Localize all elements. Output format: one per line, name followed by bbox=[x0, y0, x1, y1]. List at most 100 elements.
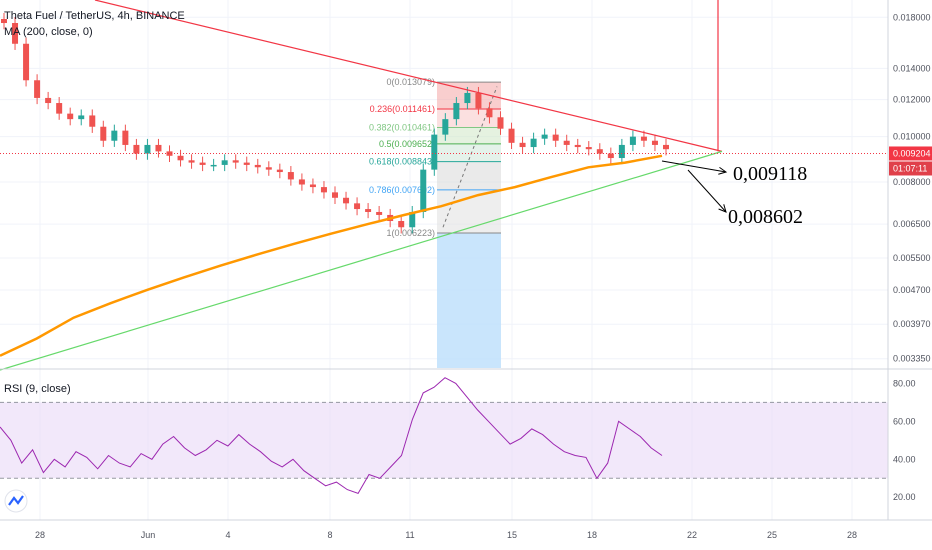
price-tick-label: 0.010000 bbox=[893, 132, 931, 142]
annotation-price-2: 0,008602 bbox=[728, 206, 803, 228]
candle-body bbox=[574, 144, 581, 148]
candle-body bbox=[618, 144, 625, 159]
time-tick-label: 28 bbox=[847, 530, 857, 540]
price-tick-label: 0.003970 bbox=[893, 319, 931, 329]
candle-body bbox=[144, 144, 151, 154]
price-tick-label: 0.003350 bbox=[893, 354, 931, 364]
rsi-tick-label: 20.00 bbox=[893, 492, 916, 502]
candle-body bbox=[431, 134, 438, 170]
candle-body bbox=[177, 155, 184, 161]
candle-body bbox=[343, 197, 350, 204]
candle-body bbox=[651, 140, 658, 145]
current-price-value: 0.009204 bbox=[893, 148, 931, 158]
candle-body bbox=[541, 134, 548, 139]
candle-body bbox=[34, 80, 41, 98]
candle-body bbox=[519, 142, 526, 148]
candle-body bbox=[67, 113, 74, 120]
fib-level-label: 0.382(0.010461) bbox=[369, 122, 435, 132]
time-tick-label: 8 bbox=[327, 530, 332, 540]
candle-body bbox=[166, 151, 173, 156]
support-trendline bbox=[0, 150, 723, 371]
candle-body bbox=[210, 164, 217, 167]
time-tick-label: 28 bbox=[35, 530, 45, 540]
candle-body bbox=[100, 126, 107, 141]
candle-body bbox=[188, 160, 195, 163]
resistance-trendline bbox=[94, 0, 723, 152]
price-tick-label: 0.018000 bbox=[893, 12, 931, 22]
rsi-band bbox=[0, 402, 888, 479]
annotation-price-1: 0,009118 bbox=[733, 163, 807, 185]
annotation-arrow-2 bbox=[687, 169, 727, 213]
time-tick-label: 11 bbox=[405, 530, 414, 540]
fib-zone bbox=[437, 127, 501, 144]
annotations: 0,009118 0,008602 0.009204 01:07:11 bbox=[4, 146, 932, 513]
candle-body bbox=[596, 149, 603, 154]
candle-body bbox=[420, 169, 427, 212]
rsi-tick-label: 40.00 bbox=[893, 454, 916, 464]
candle-body bbox=[23, 43, 30, 81]
candle-body bbox=[663, 144, 669, 150]
candle-body bbox=[276, 169, 283, 173]
price-range-zone bbox=[437, 232, 501, 368]
candle-body bbox=[155, 144, 162, 152]
price-tick-label: 0.014000 bbox=[893, 63, 931, 73]
current-price-tag bbox=[889, 146, 932, 161]
time-tick-label: Jun bbox=[141, 530, 156, 540]
candle-body bbox=[376, 211, 383, 215]
candle-body bbox=[552, 134, 559, 141]
rsi-pane: 80.00 60.00 40.00 20.00 bbox=[0, 377, 916, 502]
candle-body bbox=[640, 136, 647, 141]
fibonacci-retracement[interactable]: 0(0.013079) 0.236(0.011461) 0.382(0.010461… bbox=[369, 77, 501, 368]
candle-body bbox=[409, 211, 416, 228]
annotation-arrow-2-head bbox=[718, 204, 727, 213]
candle-body bbox=[199, 162, 206, 165]
candle-body bbox=[497, 117, 504, 129]
rsi-line bbox=[0, 377, 663, 495]
candle-body bbox=[254, 164, 261, 168]
tradingview-logo-mark bbox=[8, 495, 24, 506]
ma200-line bbox=[0, 154, 663, 357]
time-tick-label: 15 bbox=[507, 530, 517, 540]
candle-body bbox=[232, 160, 239, 163]
symbol-title: Theta Fuel / TetherUS, 4h, BINANCE bbox=[4, 10, 185, 22]
candle-body bbox=[320, 187, 327, 193]
candle-body bbox=[221, 160, 228, 165]
candlestick-series bbox=[1, 12, 669, 234]
candle-body bbox=[133, 144, 140, 154]
countdown-value: 01:07:11 bbox=[893, 163, 927, 173]
time-tick-label: 25 bbox=[767, 530, 777, 540]
fib-level-label: 1(0.006223) bbox=[386, 228, 435, 238]
fib-level-label: 0.5(0.009652) bbox=[379, 139, 435, 149]
fib-zone bbox=[437, 108, 501, 128]
candle-body bbox=[122, 130, 129, 145]
candle-body bbox=[309, 184, 316, 188]
annotation-arrow-1 bbox=[661, 160, 727, 173]
rsi-tick-label: 60.00 bbox=[893, 416, 916, 426]
candle-body bbox=[563, 140, 570, 145]
rsi-indicator-label: RSI (9, close) bbox=[4, 383, 71, 395]
candle-body bbox=[365, 209, 372, 212]
candle-body bbox=[12, 23, 19, 44]
price-tick-label: 0.004700 bbox=[893, 285, 931, 295]
price-tick-label: 0.005500 bbox=[893, 253, 931, 263]
candle-body bbox=[332, 192, 338, 198]
candle-body bbox=[1, 18, 7, 24]
candle-body bbox=[89, 115, 96, 127]
candle-body bbox=[464, 92, 471, 104]
time-tick-label: 22 bbox=[687, 530, 697, 540]
trendlines[interactable] bbox=[0, 0, 888, 371]
candle-body bbox=[453, 103, 460, 120]
candle-body bbox=[398, 221, 405, 228]
candle-body bbox=[298, 179, 305, 185]
candle-body bbox=[354, 203, 361, 210]
time-tick-label: 4 bbox=[225, 530, 230, 540]
candle-body bbox=[287, 172, 294, 180]
fib-level-label: 0.786(0.007692) bbox=[369, 185, 435, 195]
candle-body bbox=[45, 97, 52, 104]
candle-body bbox=[486, 108, 493, 118]
candle-body bbox=[475, 92, 482, 109]
candle-body bbox=[78, 115, 85, 120]
rsi-tick-label: 80.00 bbox=[893, 378, 916, 388]
candle-body bbox=[56, 103, 63, 114]
